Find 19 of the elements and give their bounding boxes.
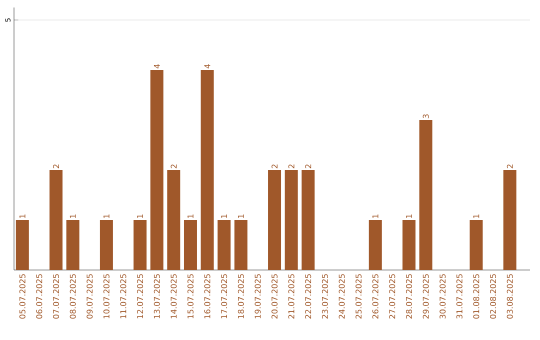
bar [184,220,197,270]
bar [200,70,214,270]
bar [100,220,113,270]
bar [419,120,432,270]
bar [218,220,231,270]
bar [50,170,63,270]
bar [150,70,164,270]
bar [503,170,516,270]
bar [368,220,382,270]
bar [470,220,483,270]
bar [16,220,29,270]
bar [234,220,248,270]
bar [302,170,315,270]
bar [402,220,416,270]
bar [66,220,80,270]
bar [167,170,180,270]
bar [134,220,147,270]
bar [268,170,282,270]
bar [284,170,298,270]
